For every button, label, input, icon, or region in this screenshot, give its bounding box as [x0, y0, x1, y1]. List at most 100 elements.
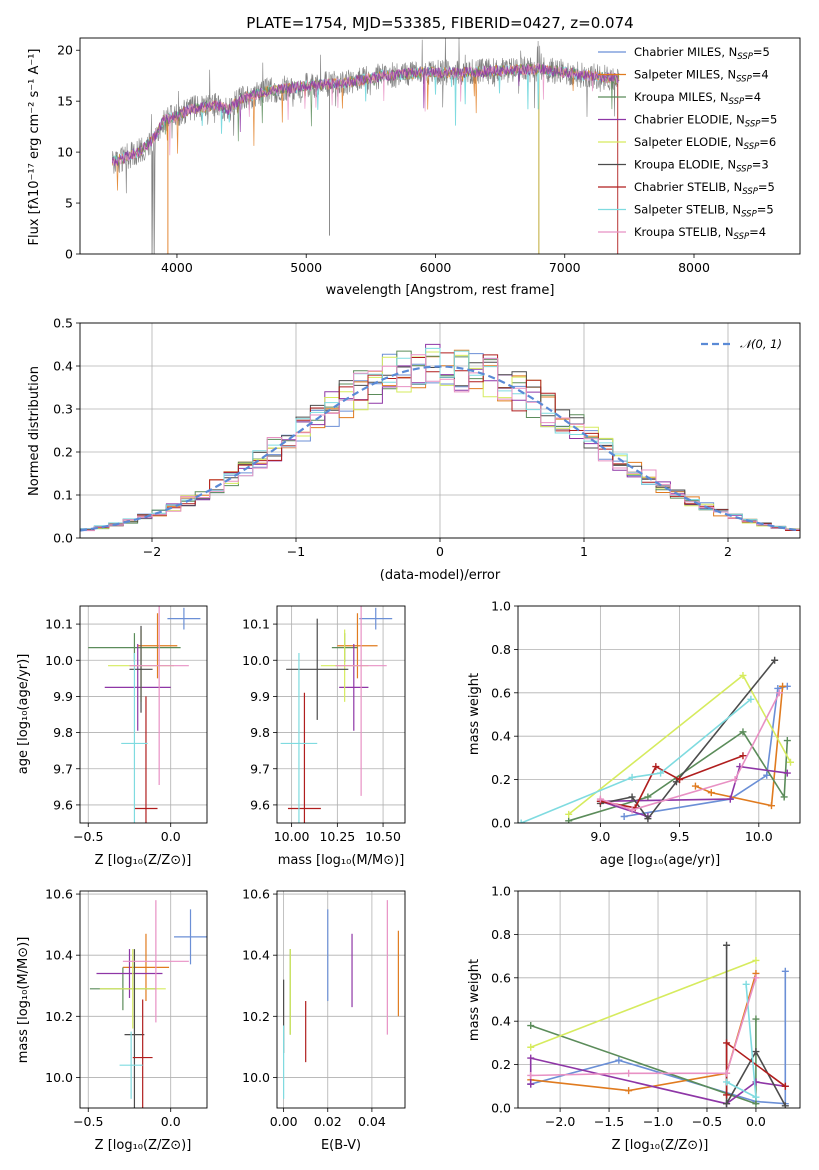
massweight-vs-age-frame — [517, 605, 801, 824]
massweight-vs-Z-marker-2-1 — [752, 1100, 760, 1108]
mass-vs-EBV-ytick-label-3: 10.6 — [242, 887, 270, 902]
massweight-vs-age-series-8 — [600, 692, 781, 811]
massweight-vs-age-marker-1-0 — [779, 682, 787, 690]
massweight-vs-age-marker-1-3 — [691, 782, 699, 790]
massweight-vs-Z-marker-8-1 — [723, 1069, 731, 1077]
massweight-vs-Z-ytick-label-5: 1.0 — [491, 884, 511, 899]
massweight-vs-Z-series-5 — [725, 945, 787, 1107]
mass-vs-metallicity-panel: Z [log₁₀(Z/Z⊙)] mass [log₁₀(M/M⊙)] −0.5 0… — [16, 887, 208, 1153]
age-vs-Z-ytick-label-1: 9.7 — [53, 761, 73, 776]
massweight-vs-Z-marker-5-0 — [723, 941, 731, 949]
massweight-vs-Z-marker-6-2 — [723, 1091, 731, 1099]
massweight-vs-Z-marker-4-1 — [527, 1043, 535, 1051]
massweight-vs-age-marker-6-1 — [676, 776, 684, 784]
massweight-vs-age-xtick-label-0: 9.0 — [590, 829, 610, 844]
residuals-ytick-label-3: 0.3 — [53, 402, 73, 417]
massweight-vs-age-ytick-label-2: 0.4 — [491, 729, 511, 744]
age-vs-mass-xtick-label-1: 10.25 — [319, 829, 355, 844]
mass-vs-Z-frame — [79, 890, 208, 1109]
residuals-ytick-label-1: 0.1 — [53, 488, 73, 503]
massweight-vs-Z-ytick-label-3: 0.6 — [491, 970, 511, 985]
massweight-vs-age-marker-8-0 — [775, 689, 783, 697]
spectrum-frame — [79, 37, 801, 255]
age-vs-Z-frame — [79, 605, 208, 824]
residuals-ytick-label-4: 0.4 — [53, 359, 73, 374]
age-vs-Z-xtick-label-1: 0.0 — [161, 829, 181, 844]
age-vs-mass-ytick-label-1: 9.7 — [250, 761, 270, 776]
massweight-vs-age-marker-0-4 — [620, 812, 628, 820]
massweight-vs-age-panel: age [log₁₀(age/yr)] mass weight 9.0 9.5 10… — [467, 599, 801, 868]
mass-vs-EBV-xtick-label-1: 0.02 — [314, 1114, 342, 1129]
residuals-xtick-label-3: 1 — [580, 544, 588, 559]
massweight-vs-age-xtick-label-2: 10.0 — [745, 829, 773, 844]
massweight-vs-age-marker-8-2 — [628, 806, 636, 814]
massweight-vs-age-ytick-label-5: 1.0 — [491, 599, 511, 614]
mass-vs-Z-ytick-label-3: 10.6 — [45, 887, 73, 902]
massweight-vs-age-ytick-label-4: 0.8 — [491, 642, 511, 657]
massweight-vs-age-marker-7-3 — [518, 819, 525, 823]
massweight-vs-age-ytick-label-0: 0.0 — [491, 816, 511, 831]
massweight-vs-age-marker-0-2 — [763, 771, 771, 779]
age-vs-mass-xtick-label-2: 10.50 — [365, 829, 401, 844]
spectrum-legend-label-0: Chabrier MILES, NSSP=5 — [634, 45, 770, 62]
residuals-xtick-label-0: −2 — [143, 544, 161, 559]
massweight-vs-age-marker-3-0 — [783, 769, 791, 777]
residuals-xtick-label-4: 2 — [724, 544, 732, 559]
massweight-vs-age-ytick-label-1: 0.2 — [491, 772, 511, 787]
massweight-vs-age-marker-1-1 — [767, 802, 775, 810]
age-vs-metallicity-panel: Z [log₁₀(Z/Z⊙)] age [log₁₀(age/yr)] −0.5… — [16, 605, 208, 868]
age-vs-mass-ytick-label-5: 10.1 — [242, 617, 270, 632]
age-vs-Z-ytick-label-2: 9.8 — [53, 725, 73, 740]
spectrum-legend-label-8: Kroupa STELIB, NSSP=4 — [634, 225, 766, 242]
spectrum-xtick-label-0: 4000 — [161, 260, 193, 275]
massweight-vs-age-marker-7-2 — [628, 773, 636, 781]
spectrum-panel: PLATE=1754, MJD=53385, FIBERID=0427, z=0… — [27, 14, 801, 298]
massweight-vs-Z-xtick-label-1: −1.5 — [594, 1114, 624, 1129]
massweight-vs-Z-marker-5-3 — [781, 1102, 789, 1108]
spectrum-legend-label-2: Kroupa MILES, NSSP=4 — [634, 90, 761, 107]
mwZ-ylabel: mass weight — [467, 959, 482, 1041]
massweight-vs-Z-ytick-label-2: 0.4 — [491, 1014, 511, 1029]
age-vs-Z-ytick-label-3: 9.9 — [53, 689, 73, 704]
spectrum-xlabel: wavelength [Angstrom, rest frame] — [326, 283, 555, 298]
mass-vs-extinction-panel: E(B-V) 0.00 0.02 0.04 10.0 10.2 10.4 10.6 — [242, 887, 406, 1153]
massweight-vs-Z-frame — [517, 890, 801, 1109]
massweight-vs-Z-marker-8-2 — [625, 1069, 633, 1077]
residuals-xtick-label-2: 0 — [436, 544, 444, 559]
spectrum-legend-label-1: Salpeter MILES, NSSP=4 — [634, 68, 769, 85]
age-vs-Z-ytick-label-0: 9.6 — [53, 797, 73, 812]
spectrum-model-line-4 — [111, 63, 620, 166]
spectrum-ytick-label-2: 10 — [57, 145, 73, 160]
massweight-vs-age-marker-3-2 — [726, 795, 734, 803]
mass-vs-Z-xtick-label-0: −0.5 — [73, 1114, 103, 1129]
massweight-vs-age-marker-8-1 — [731, 776, 739, 784]
age-vs-mass-frame — [276, 605, 406, 824]
spectrum-ytick-label-3: 15 — [57, 94, 73, 109]
massweight-vs-Z-series-7 — [726, 984, 757, 1099]
spectrum-ytick-label-1: 5 — [65, 196, 73, 211]
massweight-vs-Z-marker-6-1 — [723, 1039, 731, 1047]
massweight-vs-metallicity-panel: Z [log₁₀(Z/Z⊙)] mass weight −2.0 −1.5 −1.0… — [467, 884, 801, 1153]
massweight-vs-age-marker-4-2 — [565, 810, 573, 818]
spectrum-xtick-label-3: 7000 — [549, 260, 581, 275]
mass-vs-Z-ytick-label-1: 10.2 — [45, 1009, 73, 1024]
massweight-vs-Z-marker-2-0 — [752, 1015, 760, 1023]
massweight-vs-Z-marker-7-1 — [752, 1093, 760, 1101]
massweight-vs-age-marker-4-1 — [739, 671, 747, 679]
massweight-vs-Z-marker-4-0 — [752, 956, 760, 964]
age-vs-mass-panel: mass [log₁₀(M/M⊙)] 10.00 10.25 10.50 9.6 9.7… — [242, 605, 406, 868]
spectrum-legend-label-7: Salpeter STELIB, NSSP=5 — [634, 203, 774, 220]
age-vs-mass-ytick-label-3: 9.9 — [250, 689, 270, 704]
massweight-vs-age-marker-5-2 — [644, 815, 652, 823]
massweight-vs-age-marker-6-2 — [652, 763, 660, 771]
massweight-vs-Z-marker-6-0 — [781, 1082, 789, 1090]
residuals-ytick-label-5: 0.5 — [53, 316, 73, 331]
massweight-vs-Z-marker-8-3 — [527, 1071, 535, 1079]
massweight-vs-age-xtick-label-1: 9.5 — [670, 829, 690, 844]
resid-frame — [79, 322, 801, 539]
massweight-vs-Z-marker-1-2 — [625, 1087, 633, 1095]
massweight-vs-Z-marker-8-0 — [752, 974, 760, 982]
massweight-vs-Z-xtick-label-2: −1.0 — [643, 1114, 673, 1129]
spectrum-ytick-label-0: 0 — [65, 247, 73, 262]
residual-histogram-panel: (data-model)/error Normed distribution −… — [27, 316, 801, 583]
